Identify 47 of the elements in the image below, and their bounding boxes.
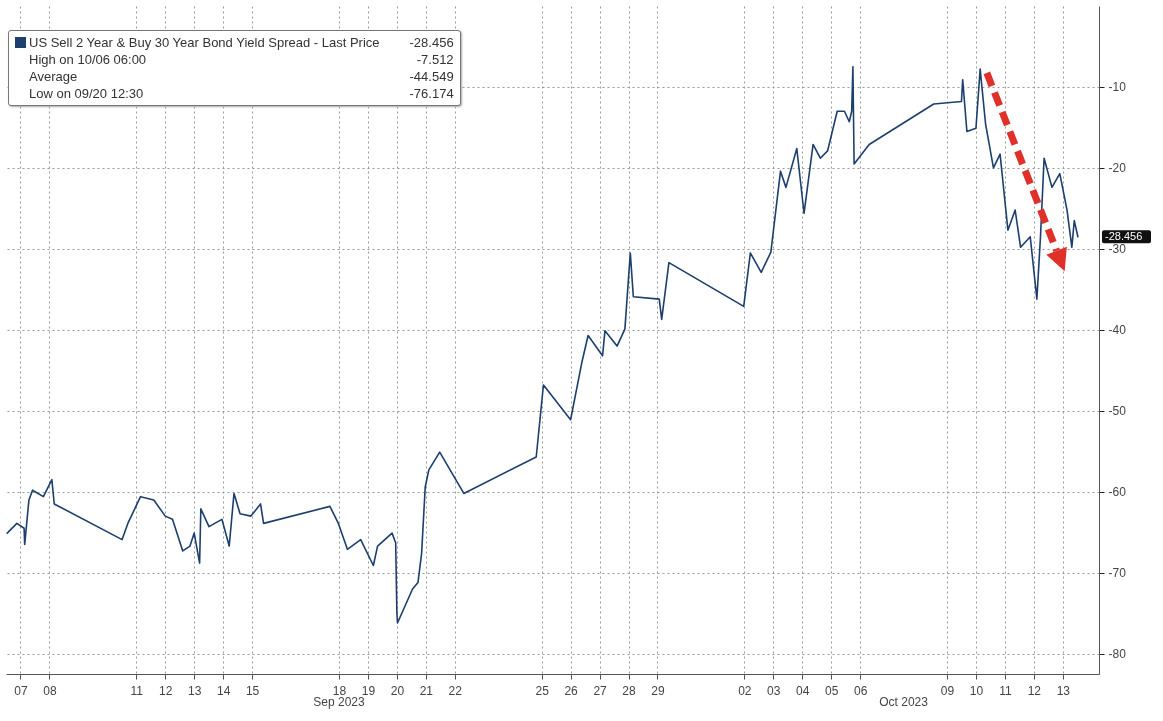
annotation: -44.549: [409, 68, 454, 85]
x-tick-label: 06: [853, 683, 868, 698]
x-tick-label: 14: [216, 683, 231, 698]
x-tick-label: 21: [419, 683, 434, 698]
x-tick-label: 04: [796, 683, 810, 698]
x-tick-label: 13: [188, 683, 202, 698]
line-series: [6, 65, 1079, 624]
x-tick-label: 11: [130, 683, 144, 698]
annotation: -76.174: [409, 85, 454, 102]
y-tick-label: -60: [1108, 485, 1127, 500]
y-tick-label: -50: [1108, 404, 1127, 419]
x-tick-label: 25: [535, 683, 550, 698]
y-tick-label: -30: [1108, 242, 1127, 257]
text: Sep 2023: [313, 695, 365, 709]
x-tick-label: 28: [622, 683, 636, 698]
x-tick-label: 22: [448, 683, 463, 698]
x-tick-label: 19: [361, 683, 376, 698]
x-tick-label: 09: [940, 683, 955, 698]
x-tick-label: 18: [332, 683, 347, 698]
annotation: High on 10/06 06:00: [28, 51, 147, 68]
x-tick-label: 12: [1027, 683, 1042, 698]
x-tick-label: 08: [43, 683, 57, 698]
text: -28.456: [1105, 229, 1143, 242]
x-tick-label: 26: [564, 683, 579, 698]
annotation: Low on 09/20 12:30: [28, 85, 144, 102]
y-tick-label: -10: [1108, 80, 1127, 95]
y-tick-label: -80: [1108, 647, 1127, 662]
y-tick-label: -40: [1108, 323, 1127, 338]
x-tick-label: 07: [14, 683, 28, 698]
x-tick-label: 20: [390, 683, 405, 698]
annotation: -28.456: [409, 34, 454, 51]
x-tick-label: 29: [651, 683, 665, 698]
x-tick-label: 12: [159, 683, 173, 698]
x-tick-label: 27: [593, 683, 608, 698]
x-tick-label: 02: [738, 683, 752, 698]
y-tick-label: -70: [1108, 566, 1127, 581]
x-tick-label: 15: [245, 683, 260, 698]
x-tick-label: 03: [767, 683, 781, 698]
text: Oct 2023: [879, 695, 929, 709]
y-tick-label: -20: [1108, 161, 1127, 176]
annotation: -7.512: [416, 51, 454, 68]
x-tick-label: 13: [1056, 683, 1071, 698]
annotation: Average: [28, 68, 78, 85]
x-tick-label: 05: [825, 683, 839, 698]
legend-label: US Sell 2 Year & Buy 30 Year Bond Yield Spread - Last Price: [28, 34, 380, 51]
x-tick-label: 11: [999, 683, 1012, 698]
x-tick-label: 10: [969, 683, 984, 698]
